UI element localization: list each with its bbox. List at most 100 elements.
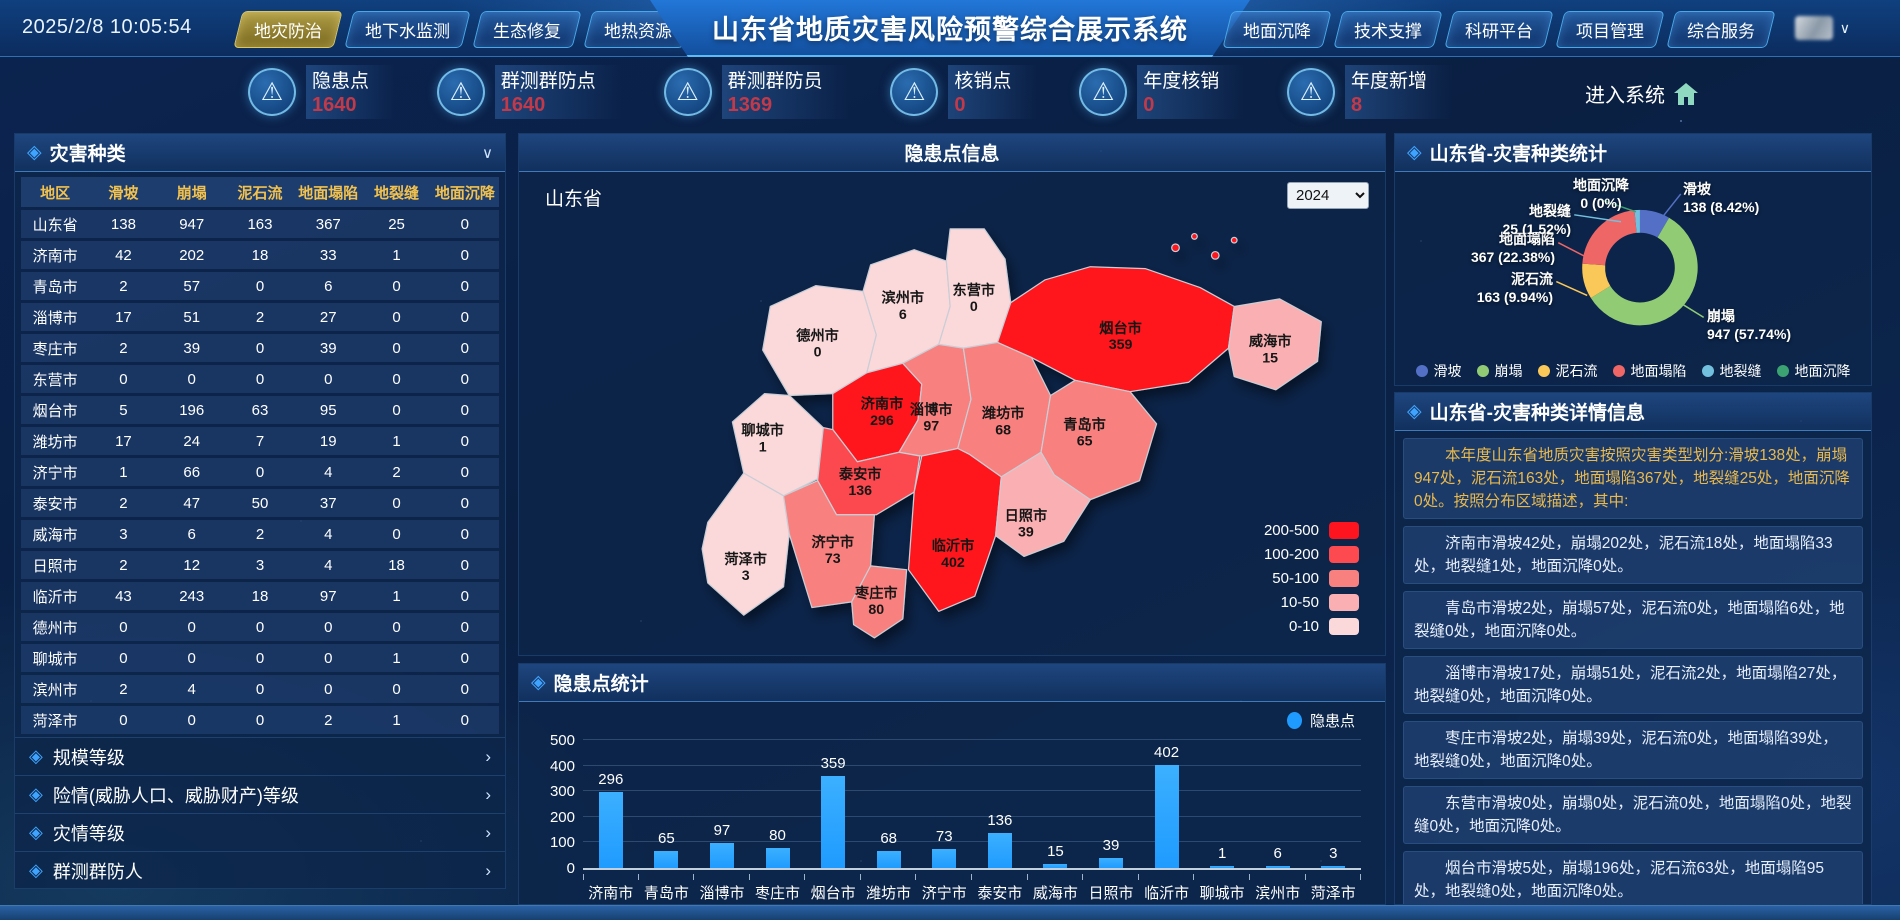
donut-legend-item[interactable]: 地裂缝 bbox=[1701, 361, 1762, 381]
nav-tab[interactable]: 技术支撑 bbox=[1333, 11, 1443, 48]
table-row[interactable]: 潍坊市 17 24 7 19 1 0 bbox=[21, 427, 499, 455]
bar[interactable] bbox=[1210, 866, 1235, 868]
diamond-icon: ◈ bbox=[29, 746, 43, 766]
diamond-icon: ◈ bbox=[29, 784, 43, 804]
bar[interactable] bbox=[876, 850, 901, 868]
donut-label-name: 滑坡 bbox=[1683, 181, 1711, 197]
detail-item: 淄博市滑坡17处，崩塌51处，泥石流2处，地面塌陷27处，地裂缝0处，地面沉降0… bbox=[1403, 656, 1863, 714]
map-panel-header: 隐患点信息 bbox=[519, 134, 1385, 172]
map-city-label: 青岛市 65 bbox=[1063, 417, 1106, 450]
user-avatar[interactable] bbox=[1794, 16, 1833, 40]
disaster-types-header[interactable]: ◈ 灾害种类 ∨ bbox=[15, 134, 505, 172]
gridline bbox=[583, 739, 1361, 740]
bar[interactable] bbox=[1098, 858, 1123, 868]
nav-tab[interactable]: 地面沉降 bbox=[1222, 11, 1332, 48]
collapse-chevron-icon[interactable]: ∨ bbox=[482, 144, 493, 162]
donut-label-name: 地裂缝 bbox=[1529, 203, 1571, 219]
donut-legend-item[interactable]: 泥石流 bbox=[1537, 361, 1598, 381]
stats-bar: ⚠ 隐患点 1640 ⚠ 群测群防点 1640 ⚠ 群测群防员 1369 ⚠ 核销点 0 ⚠ 年度核销 0 ⚠… bbox=[0, 57, 1900, 130]
table-row[interactable]: 济宁市 1 66 0 4 2 0 bbox=[21, 458, 499, 486]
table-cell: 0 bbox=[294, 675, 363, 703]
map-region-zaozhuang[interactable] bbox=[851, 565, 908, 639]
bar[interactable] bbox=[1154, 765, 1179, 868]
table-row[interactable]: 泰安市 2 47 50 37 0 0 bbox=[21, 489, 499, 517]
donut-label-line bbox=[1557, 242, 1592, 261]
sidebar-section[interactable]: ◈ 规模等级 › bbox=[15, 737, 505, 775]
table-row[interactable]: 日照市 2 12 3 4 18 0 bbox=[21, 551, 499, 579]
chevron-right-icon: › bbox=[485, 784, 491, 804]
bar-value-label: 1 bbox=[1217, 845, 1227, 862]
bar[interactable] bbox=[1043, 864, 1068, 868]
bar[interactable] bbox=[1321, 866, 1346, 868]
bar-cell: 402 bbox=[1139, 742, 1195, 868]
bar[interactable] bbox=[987, 833, 1012, 868]
table-cell: 4 bbox=[294, 551, 363, 579]
nav-tab[interactable]: 综合服务 bbox=[1666, 11, 1776, 48]
sidebar-section[interactable]: ◈ 群测群防人 › bbox=[15, 851, 505, 889]
year-select[interactable]: 2024 bbox=[1287, 182, 1369, 209]
table-row[interactable]: 山东省 138 947 163 367 25 0 bbox=[21, 210, 499, 238]
map-legend-item: 50-100 bbox=[1264, 570, 1359, 587]
table-cell: 138 bbox=[89, 210, 158, 238]
bar-cell: 136 bbox=[972, 742, 1028, 868]
enter-system-link[interactable]: 进入系统 bbox=[1585, 79, 1698, 108]
table-row[interactable]: 济南市 42 202 18 33 1 0 bbox=[21, 241, 499, 269]
map-city-label: 临沂市 402 bbox=[932, 538, 975, 571]
donut-segment[interactable] bbox=[1590, 217, 1698, 326]
bar[interactable] bbox=[765, 847, 790, 868]
donut-label-line bbox=[1555, 280, 1588, 297]
sidebar-section[interactable]: ◈ 险情(威胁人口、威胁财产)等级 › bbox=[15, 775, 505, 813]
table-row[interactable]: 青岛市 2 57 0 6 0 0 bbox=[21, 272, 499, 300]
table-row[interactable]: 东营市 0 0 0 0 0 0 bbox=[21, 365, 499, 393]
table-cell: 4 bbox=[294, 520, 363, 548]
table-row[interactable]: 威海市 3 6 2 4 0 0 bbox=[21, 520, 499, 548]
x-axis-label: 日照市 bbox=[1083, 874, 1139, 903]
table-cell: 淄博市 bbox=[21, 303, 90, 331]
table-cell: 3 bbox=[89, 520, 158, 548]
table-cell: 50 bbox=[225, 489, 295, 517]
donut-legend-item[interactable]: 崩塌 bbox=[1476, 361, 1523, 381]
map-region-linyi[interactable] bbox=[907, 447, 1002, 612]
legend-dot-icon bbox=[1415, 365, 1428, 377]
column-header: 地区 bbox=[21, 177, 90, 207]
donut-legend-item[interactable]: 地面塌陷 bbox=[1612, 361, 1687, 381]
nav-tab[interactable]: 项目管理 bbox=[1555, 11, 1665, 48]
sidebar-section[interactable]: ◈ 灾情等级 › bbox=[15, 813, 505, 851]
user-menu[interactable]: ∨ bbox=[1794, 16, 1850, 40]
bar-chart-legend[interactable]: 隐患点 bbox=[1286, 710, 1355, 731]
donut-legend-item[interactable]: 地面沉降 bbox=[1776, 361, 1851, 381]
nav-tab[interactable]: 生态修复 bbox=[472, 11, 582, 48]
bar[interactable] bbox=[1265, 866, 1290, 868]
table-row[interactable]: 烟台市 5 196 63 95 0 0 bbox=[21, 396, 499, 424]
map-region-heze[interactable] bbox=[701, 472, 790, 616]
nav-tab[interactable]: 科研平台 bbox=[1444, 11, 1554, 48]
map-region-weihai[interactable] bbox=[1227, 298, 1322, 391]
table-row[interactable]: 滨州市 2 4 0 0 0 0 bbox=[21, 675, 499, 703]
bar[interactable] bbox=[709, 843, 734, 868]
donut-segment[interactable] bbox=[1634, 209, 1640, 233]
donut-segment[interactable] bbox=[1582, 210, 1637, 266]
table-cell: 0 bbox=[430, 706, 499, 734]
table-cell: 18 bbox=[362, 551, 431, 579]
table-row[interactable]: 淄博市 17 51 2 27 0 0 bbox=[21, 303, 499, 331]
nav-tab[interactable]: 地下水监测 bbox=[344, 11, 471, 48]
nav-tab-label: 地热资源 bbox=[604, 22, 672, 41]
map-region-rizhao[interactable] bbox=[994, 451, 1091, 558]
table-cell: 163 bbox=[225, 210, 295, 238]
donut-legend-item[interactable]: 滑坡 bbox=[1415, 361, 1462, 381]
table-row[interactable]: 聊城市 0 0 0 0 1 0 bbox=[21, 644, 499, 672]
nav-tab[interactable]: 地灾防治 bbox=[233, 11, 343, 48]
donut-label-name: 崩塌 bbox=[1707, 308, 1735, 324]
x-axis-label: 聊城市 bbox=[1194, 874, 1250, 903]
table-row[interactable]: 德州市 0 0 0 0 0 0 bbox=[21, 613, 499, 641]
table-row[interactable]: 枣庄市 2 39 0 39 0 0 bbox=[21, 334, 499, 362]
table-row[interactable]: 临沂市 43 243 18 97 1 0 bbox=[21, 582, 499, 610]
hazard-map-panel: 隐患点信息 山东省 2024 bbox=[518, 133, 1386, 656]
table-cell: 威海市 bbox=[21, 520, 90, 548]
table-row[interactable]: 菏泽市 0 0 0 2 1 0 bbox=[21, 706, 499, 734]
bar[interactable] bbox=[821, 776, 846, 868]
bar[interactable] bbox=[932, 849, 957, 868]
bar[interactable] bbox=[654, 851, 679, 868]
bar[interactable] bbox=[598, 792, 623, 868]
donut-segment[interactable] bbox=[1582, 263, 1611, 299]
